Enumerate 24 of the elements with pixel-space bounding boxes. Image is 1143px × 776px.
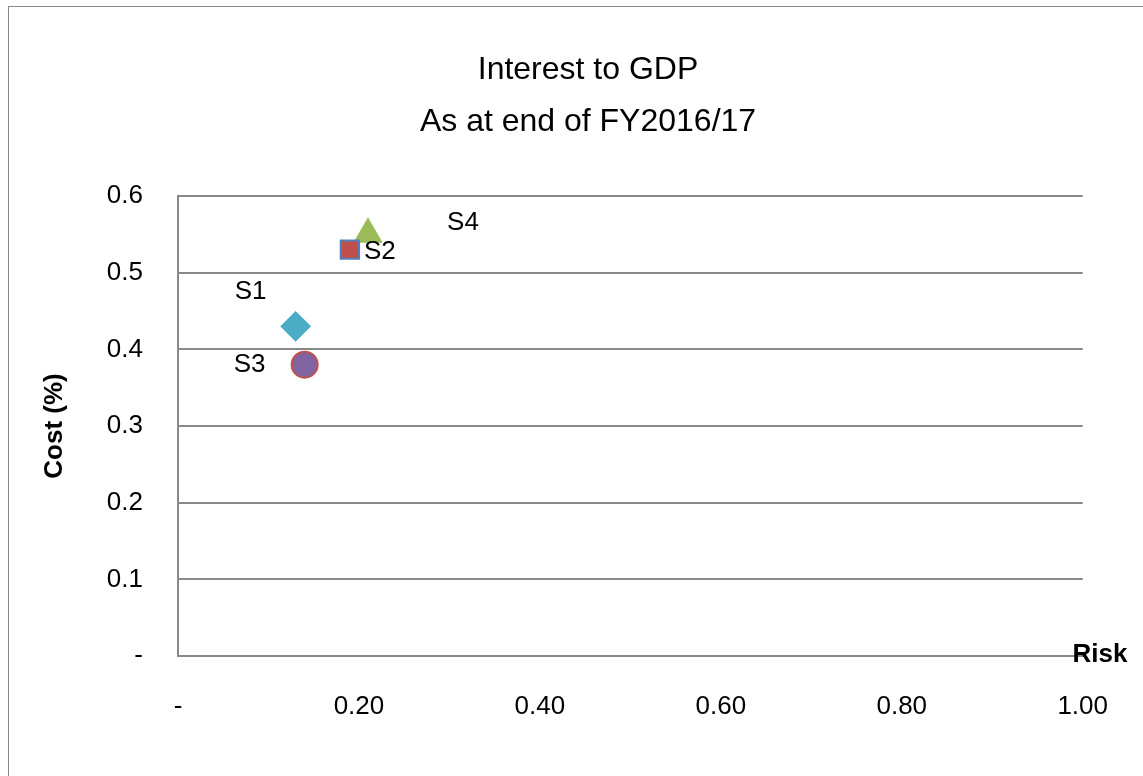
point	[339, 239, 361, 260]
x-tick-label: 0.60	[695, 689, 747, 720]
point	[280, 311, 311, 342]
series-label: S2	[363, 234, 396, 265]
y-tick-label: 0.5	[106, 255, 143, 286]
series-label: S1	[234, 274, 267, 305]
point	[290, 350, 319, 379]
text: S4	[447, 205, 479, 236]
x-tick-label: 0.20	[333, 689, 385, 720]
x-tick-label: 0.80	[876, 689, 928, 720]
y-tick-label: -	[134, 639, 143, 670]
x-axis-title: Risk	[1072, 638, 1128, 669]
y-tick-label: 0.1	[106, 562, 143, 593]
y-tick-label: 0.3	[106, 409, 143, 440]
y-tick-label: 0.6	[106, 179, 143, 210]
y-tick-label: 0.2	[106, 485, 143, 516]
chart-subtitle: As at end of FY2016/17	[419, 101, 757, 138]
x-tick-label: -	[173, 689, 183, 720]
chart-title: Interest to GDP	[477, 49, 699, 86]
x-tick-label: 1.00	[1057, 689, 1108, 720]
y-tick-label: 0.4	[106, 332, 143, 363]
y-axis-title: Cost (%)	[38, 373, 69, 479]
x-tick-label: 0.40	[514, 689, 566, 720]
series-label: S3	[233, 347, 266, 378]
